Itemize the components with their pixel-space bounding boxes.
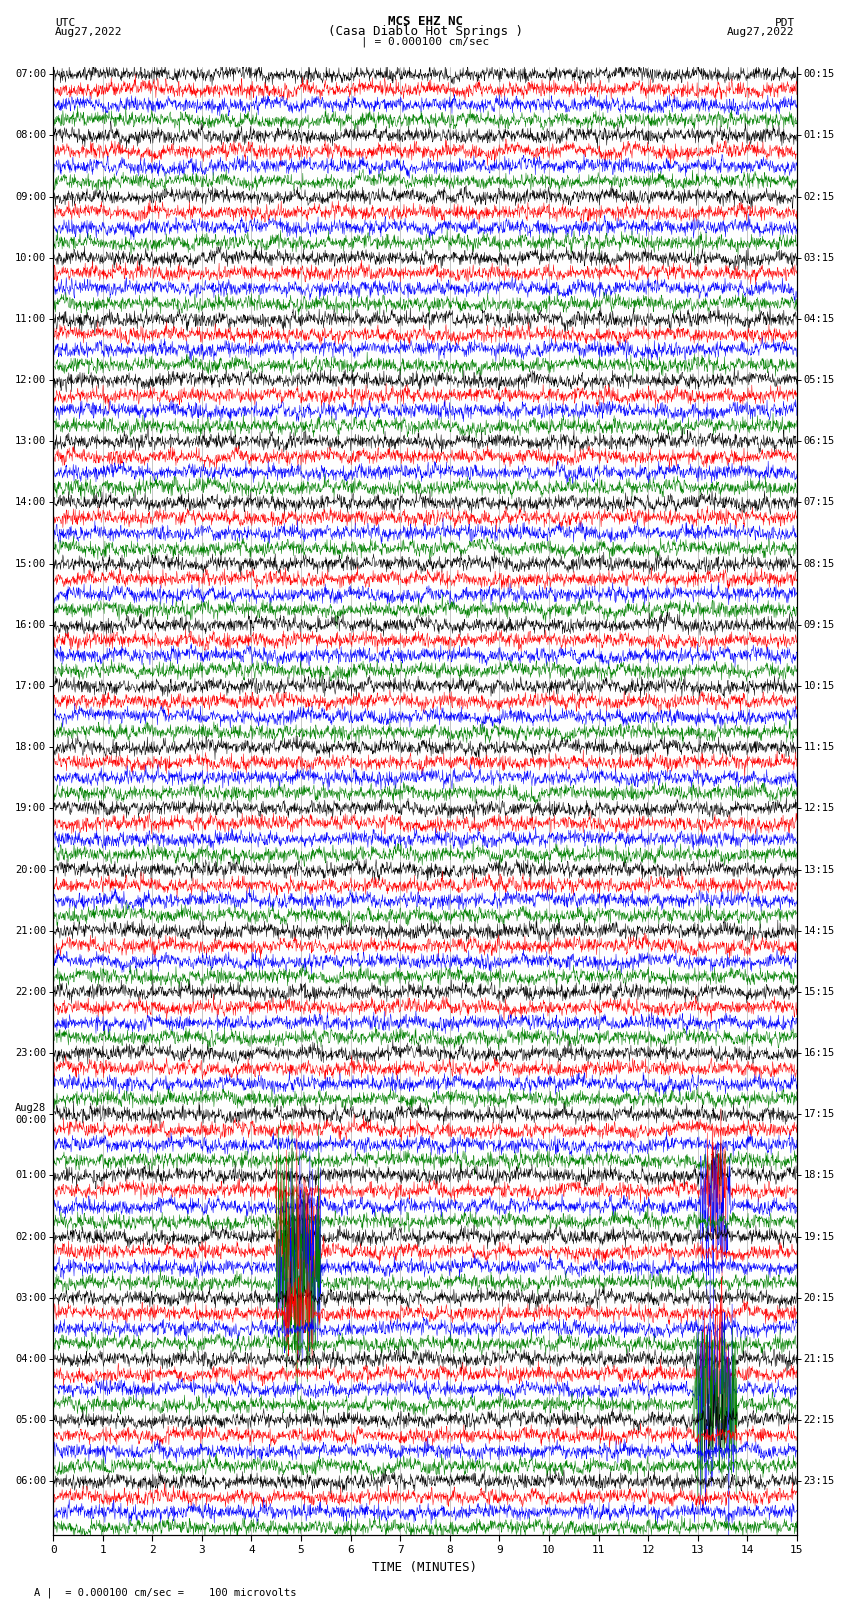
- Text: UTC: UTC: [55, 18, 76, 29]
- Text: | = 0.000100 cm/sec: | = 0.000100 cm/sec: [361, 35, 489, 47]
- Text: MCS EHZ NC: MCS EHZ NC: [388, 15, 462, 29]
- Text: PDT: PDT: [774, 18, 795, 29]
- Text: A |  = 0.000100 cm/sec =    100 microvolts: A | = 0.000100 cm/sec = 100 microvolts: [34, 1587, 297, 1598]
- Text: Aug27,2022: Aug27,2022: [55, 27, 122, 37]
- X-axis label: TIME (MINUTES): TIME (MINUTES): [372, 1561, 478, 1574]
- Text: Aug27,2022: Aug27,2022: [728, 27, 795, 37]
- Text: (Casa Diablo Hot Springs ): (Casa Diablo Hot Springs ): [327, 24, 523, 37]
